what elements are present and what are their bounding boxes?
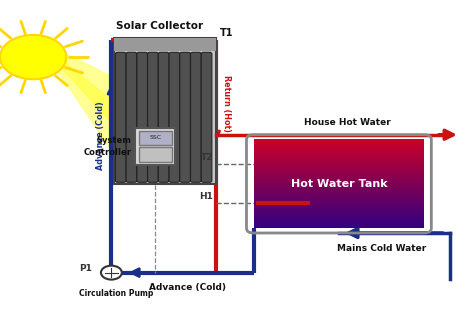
- Bar: [254, 210, 424, 212]
- Bar: [254, 217, 424, 219]
- FancyBboxPatch shape: [147, 52, 158, 182]
- Bar: [254, 206, 424, 208]
- Bar: [254, 216, 424, 218]
- Text: Circulation Pump: Circulation Pump: [79, 289, 153, 298]
- Bar: [254, 203, 424, 204]
- Text: Advance (Cold): Advance (Cold): [149, 283, 226, 292]
- Bar: [254, 184, 424, 185]
- Bar: [254, 151, 424, 153]
- Bar: [254, 181, 424, 182]
- Bar: [254, 139, 424, 141]
- Bar: [254, 164, 424, 166]
- Bar: [254, 152, 424, 154]
- FancyBboxPatch shape: [201, 52, 212, 182]
- Bar: [254, 223, 424, 225]
- Bar: [254, 176, 424, 178]
- Text: House Hot Water: House Hot Water: [304, 118, 391, 127]
- Bar: [254, 191, 424, 193]
- Circle shape: [101, 266, 122, 280]
- Text: T2: T2: [201, 153, 213, 162]
- Bar: [254, 207, 424, 209]
- Text: SSC: SSC: [149, 135, 161, 140]
- Bar: [114, 38, 216, 51]
- Bar: [254, 215, 424, 217]
- Bar: [254, 182, 424, 184]
- Bar: [254, 144, 424, 146]
- Polygon shape: [53, 53, 116, 128]
- FancyBboxPatch shape: [158, 52, 169, 182]
- Bar: [254, 204, 424, 206]
- Bar: [254, 158, 424, 160]
- Bar: [254, 192, 424, 194]
- Bar: [254, 212, 424, 213]
- Bar: [254, 197, 424, 199]
- Bar: [254, 157, 424, 159]
- Bar: [254, 200, 424, 202]
- Text: T1: T1: [219, 28, 233, 38]
- Bar: [254, 166, 424, 168]
- Bar: [139, 131, 172, 145]
- Bar: [254, 222, 424, 224]
- Circle shape: [0, 35, 66, 79]
- Bar: [254, 198, 424, 200]
- Bar: [254, 169, 424, 171]
- Text: Mains Cold Water: Mains Cold Water: [337, 244, 426, 253]
- Bar: [254, 190, 424, 191]
- Polygon shape: [53, 47, 116, 158]
- FancyBboxPatch shape: [135, 128, 175, 165]
- Bar: [139, 147, 172, 162]
- Bar: [254, 170, 424, 172]
- Bar: [254, 163, 424, 165]
- Bar: [254, 173, 424, 175]
- Bar: [254, 201, 424, 203]
- FancyBboxPatch shape: [137, 52, 147, 182]
- Bar: [254, 179, 424, 181]
- Bar: [254, 226, 424, 228]
- Bar: [254, 146, 424, 148]
- Bar: [254, 148, 424, 150]
- Bar: [254, 219, 424, 221]
- Text: H1: H1: [200, 192, 213, 201]
- Bar: [254, 172, 424, 173]
- Text: Hot Water Tank: Hot Water Tank: [291, 179, 387, 189]
- FancyBboxPatch shape: [114, 38, 216, 184]
- Bar: [254, 209, 424, 210]
- FancyBboxPatch shape: [169, 52, 180, 182]
- Text: P1: P1: [80, 264, 92, 273]
- Bar: [254, 194, 424, 196]
- Bar: [254, 142, 424, 144]
- FancyBboxPatch shape: [191, 52, 201, 182]
- Text: Return (Hot): Return (Hot): [222, 75, 230, 132]
- FancyBboxPatch shape: [180, 52, 191, 182]
- Bar: [254, 160, 424, 162]
- FancyBboxPatch shape: [126, 52, 137, 182]
- Bar: [254, 178, 424, 179]
- Text: Solar Collector: Solar Collector: [117, 21, 203, 31]
- Bar: [254, 141, 424, 142]
- Bar: [254, 155, 424, 157]
- Bar: [254, 186, 424, 188]
- Bar: [254, 188, 424, 190]
- Text: System
Controller: System Controller: [83, 136, 131, 157]
- Bar: [254, 195, 424, 197]
- Bar: [254, 167, 424, 169]
- Bar: [254, 161, 424, 163]
- Bar: [254, 150, 424, 151]
- FancyBboxPatch shape: [115, 52, 126, 182]
- Bar: [254, 221, 424, 222]
- Text: Advance (Cold): Advance (Cold): [97, 101, 105, 170]
- Bar: [254, 175, 424, 177]
- Bar: [254, 213, 424, 215]
- Bar: [254, 145, 424, 147]
- Bar: [254, 154, 424, 156]
- Bar: [254, 225, 424, 227]
- Bar: [254, 185, 424, 187]
